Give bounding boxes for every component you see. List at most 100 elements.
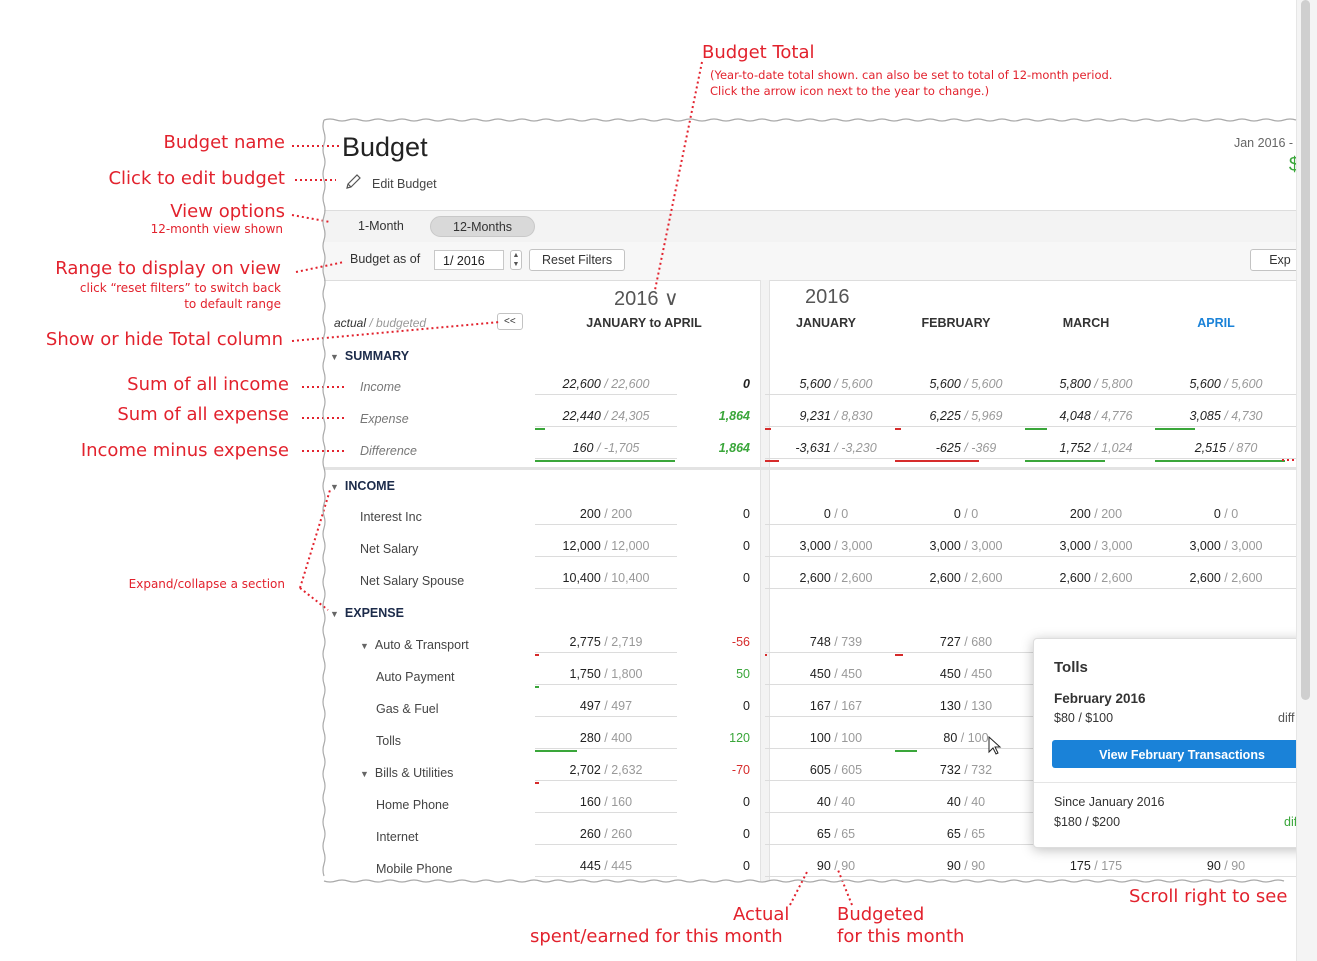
month-cell-january[interactable]: 167 / 167: [765, 699, 907, 717]
row-label: Net Salary: [360, 542, 418, 556]
triangle-down-icon[interactable]: ▼: [360, 769, 369, 779]
total-cell[interactable]: 160 / -1,705: [535, 441, 677, 459]
month-header-march: MARCH: [1062, 316, 1110, 330]
total-cell[interactable]: 2,775 / 2,719: [535, 635, 677, 653]
month-cell-march[interactable]: 2,600 / 2,600: [1025, 571, 1167, 589]
total-cell[interactable]: 200 / 200: [535, 507, 677, 525]
budgeted-separator: /: [1090, 441, 1102, 455]
month-cell-april[interactable]: 3,085 / 4,730: [1155, 409, 1296, 427]
month-cell-january[interactable]: 40 / 40: [765, 795, 907, 813]
section-summary-toggle[interactable]: ▼ SUMMARY: [330, 349, 409, 363]
reset-filters-button[interactable]: Reset Filters: [529, 249, 626, 271]
budgeted-separator: /: [960, 539, 972, 553]
month-cell-march[interactable]: 4,048 / 4,776: [1025, 409, 1167, 427]
total-cell[interactable]: 2,702 / 2,632: [535, 763, 677, 781]
month-cell-march[interactable]: 175 / 175: [1025, 859, 1167, 877]
month-cell-march[interactable]: 5,800 / 5,800: [1025, 377, 1167, 395]
total-cell[interactable]: 445 / 445: [535, 859, 677, 877]
month-cell-april[interactable]: 2,600 / 2,600: [1155, 571, 1296, 589]
budget-as-of-input[interactable]: 1/ 2016: [434, 250, 504, 270]
month-cell-february[interactable]: 3,000 / 3,000: [895, 539, 1037, 557]
total-cell[interactable]: 160 / 160: [535, 795, 677, 813]
total-year-selector[interactable]: 2016 ∨: [614, 288, 679, 310]
section-income-toggle[interactable]: ▼ INCOME: [330, 479, 395, 493]
month-cell-january[interactable]: 748 / 739: [765, 635, 907, 653]
annotation-budget-name: Budget name: [163, 132, 285, 153]
total-cell[interactable]: 12,000 / 12,000: [535, 539, 677, 557]
budgeted-separator: /: [960, 859, 972, 873]
total-cell[interactable]: 280 / 400: [535, 731, 677, 749]
month-cell-march[interactable]: 3,000 / 3,000: [1025, 539, 1167, 557]
month-cell-january[interactable]: 65 / 65: [765, 827, 907, 845]
date-stepper[interactable]: ▲ ▼: [510, 250, 522, 270]
row-label: ▼ Auto & Transport: [360, 638, 469, 652]
budgeted-value: 0: [841, 507, 849, 521]
month-cell-february[interactable]: 90 / 90: [895, 859, 1037, 877]
month-cell-february[interactable]: 80 / 100: [895, 731, 1037, 749]
edit-budget-button[interactable]: Edit Budget: [344, 173, 437, 194]
month-cell-february[interactable]: 130 / 130: [895, 699, 1037, 717]
budgeted-value: 10,400: [611, 571, 650, 585]
section-expense-toggle[interactable]: ▼ EXPENSE: [330, 606, 404, 620]
actual-value: 0: [1213, 507, 1221, 521]
budgeted-separator: /: [960, 377, 972, 391]
export-button[interactable]: Exp: [1250, 249, 1296, 271]
total-cell[interactable]: 22,600 / 22,600: [535, 377, 677, 395]
month-cell-january[interactable]: 90 / 90: [765, 859, 907, 877]
actual-value: 160: [579, 795, 601, 809]
total-column-divider[interactable]: [760, 280, 770, 881]
month-cell-february[interactable]: -625 / -369: [895, 441, 1037, 459]
total-cell[interactable]: 1,750 / 1,800: [535, 667, 677, 685]
budgeted-value: 65: [841, 827, 856, 841]
budgeted-separator: /: [830, 667, 842, 681]
budgeted-separator: /: [1220, 859, 1232, 873]
total-cell[interactable]: 22,440 / 24,305: [535, 409, 677, 427]
month-cell-february[interactable]: 450 / 450: [895, 667, 1037, 685]
month-cell-february[interactable]: 2,600 / 2,600: [895, 571, 1037, 589]
month-cell-january[interactable]: 9,231 / 8,830: [765, 409, 907, 427]
month-cell-february[interactable]: 732 / 732: [895, 763, 1037, 781]
budgeted-value: 90: [1231, 859, 1246, 873]
month-cell-january[interactable]: 3,000 / 3,000: [765, 539, 907, 557]
budgeted-separator: /: [960, 507, 972, 521]
month-cell-february[interactable]: 65 / 65: [895, 827, 1037, 845]
total-cell[interactable]: 10,400 / 10,400: [535, 571, 677, 589]
row-label-text: Expense: [360, 412, 409, 426]
month-cell-january[interactable]: 100 / 100: [765, 731, 907, 749]
month-cell-january[interactable]: -3,631 / -3,230: [765, 441, 907, 459]
view-1-month-button[interactable]: 1-Month: [336, 216, 426, 237]
view-12-months-button[interactable]: 12-Months: [430, 216, 536, 237]
month-cell-april[interactable]: 5,600 / 5,600: [1155, 377, 1296, 395]
month-cell-february[interactable]: 5,600 / 5,600: [895, 377, 1037, 395]
month-cell-january[interactable]: 605 / 605: [765, 763, 907, 781]
month-cell-march[interactable]: 1,752 / 1,024: [1025, 441, 1167, 459]
total-diff: 0: [743, 859, 750, 873]
month-header-april: APRIL: [1197, 316, 1235, 330]
month-cell-february[interactable]: 40 / 40: [895, 795, 1037, 813]
month-cell-january[interactable]: 5,600 / 5,600: [765, 377, 907, 395]
month-cell-february[interactable]: 6,225 / 5,969: [895, 409, 1037, 427]
month-cell-april[interactable]: 3,000 / 3,000: [1155, 539, 1296, 557]
total-cell[interactable]: 260 / 260: [535, 827, 677, 845]
month-cell-january[interactable]: 2,600 / 2,600: [765, 571, 907, 589]
month-cell-april[interactable]: 2,515 / 870: [1155, 441, 1296, 459]
budgeted-separator: /: [1090, 507, 1102, 521]
budgeted-separator: /: [830, 539, 842, 553]
budgeted-value: 4,776: [1101, 409, 1133, 423]
month-cell-march[interactable]: 200 / 200: [1025, 507, 1167, 525]
month-cell-february[interactable]: 727 / 680: [895, 635, 1037, 653]
month-cell-april[interactable]: 90 / 90: [1155, 859, 1296, 877]
annotation-income-minus-expense: Income minus expense: [80, 440, 289, 461]
month-cell-january[interactable]: 450 / 450: [765, 667, 907, 685]
budgeted-value: 167: [841, 699, 863, 713]
budgeted-separator: /: [830, 763, 842, 777]
actual-value: 605: [809, 763, 831, 777]
total-cell[interactable]: 497 / 497: [535, 699, 677, 717]
page-scrollbar-thumb[interactable]: [1301, 0, 1310, 700]
actual-value: 748: [809, 635, 831, 649]
month-cell-january[interactable]: 0 / 0: [765, 507, 907, 525]
month-cell-february[interactable]: 0 / 0: [895, 507, 1037, 525]
month-cell-april[interactable]: 0 / 0: [1155, 507, 1296, 525]
view-transactions-button[interactable]: View February Transactions: [1052, 740, 1296, 768]
triangle-down-icon[interactable]: ▼: [360, 641, 369, 651]
